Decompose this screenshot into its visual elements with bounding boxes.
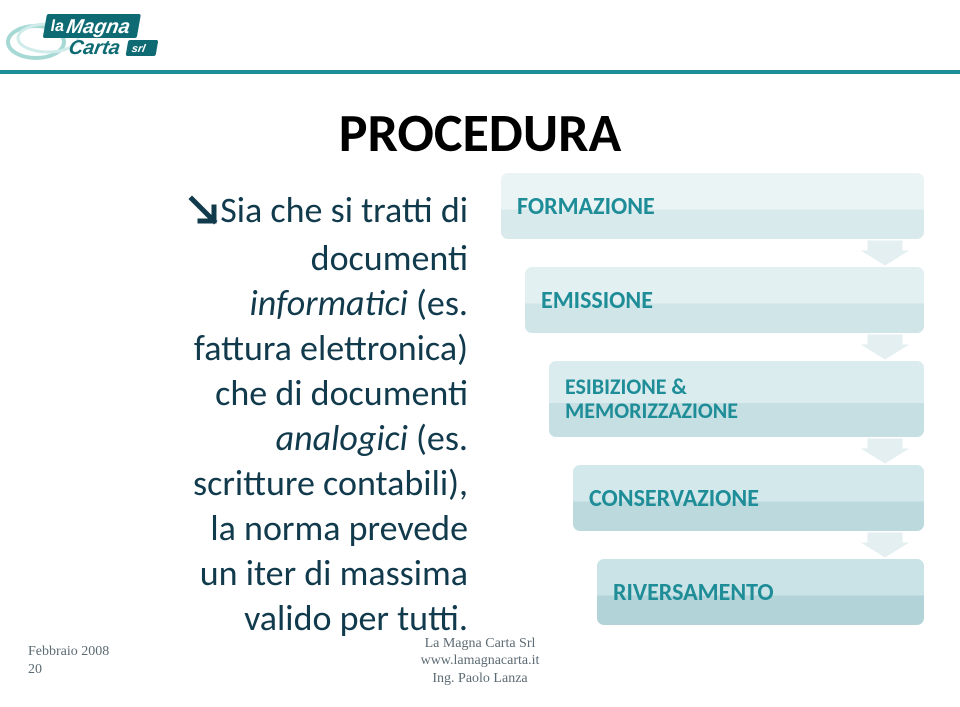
desc-l6i: analogici [276, 416, 408, 460]
footer-company: La Magna Carta Srl [0, 635, 960, 653]
footer-author: Ing. Paolo Lanza [0, 670, 960, 688]
logo-magna: Magna [65, 16, 132, 38]
desc-l3i: informatici [249, 281, 407, 325]
flow-connector [500, 532, 925, 558]
desc-l8: la norma prevede [38, 506, 468, 551]
flow-step-label: EMISSIONE [541, 286, 653, 315]
arrow-down-right-icon [188, 191, 218, 236]
flow-step: ESIBIZIONE &MEMORIZZAZIONE [548, 360, 925, 438]
desc-l2: documenti [38, 236, 468, 281]
flow-step-label: FORMAZIONE [517, 192, 655, 221]
slide: la Magna Carta srl PROCEDURA Sia che si … [0, 0, 960, 707]
flow-connector [500, 334, 925, 360]
desc-l5: che di documenti [38, 371, 468, 416]
flow-connector [500, 240, 925, 266]
flow-step-label: ESIBIZIONE &MEMORIZZAZIONE [565, 375, 738, 423]
process-flow: FORMAZIONE EMISSIONE ESIBIZIONE &MEMORIZZA… [500, 172, 925, 626]
flow-connector [500, 438, 925, 464]
desc-l9: un iter di massima [38, 551, 468, 596]
flow-step: EMISSIONE [524, 266, 925, 334]
desc-l3s: (es. [408, 281, 468, 325]
footer-url: www.lamagnacarta.it [0, 652, 960, 670]
flow-step: CONSERVAZIONE [572, 464, 925, 532]
logo-carta: Carta [67, 37, 122, 59]
page-title: PROCEDURA [0, 100, 960, 166]
flow-step-label: RIVERSAMENTO [613, 578, 774, 607]
header-rule [0, 70, 960, 74]
desc-l7: scritture contabili), [38, 461, 468, 506]
flow-step: FORMAZIONE [500, 172, 925, 240]
brand-logo: la Magna Carta srl [4, 8, 194, 70]
flow-step: RIVERSAMENTO [596, 558, 925, 626]
desc-l6s: (es. [408, 416, 468, 460]
desc-l1: Sia che si tratti di [220, 188, 468, 232]
footer-center: La Magna Carta Srl www.lamagnacarta.it I… [0, 635, 960, 688]
flow-step-label: CONSERVAZIONE [589, 484, 759, 513]
description-block: Sia che si tratti di documenti informati… [38, 188, 468, 641]
desc-l4: fattura elettronica) [38, 326, 468, 371]
